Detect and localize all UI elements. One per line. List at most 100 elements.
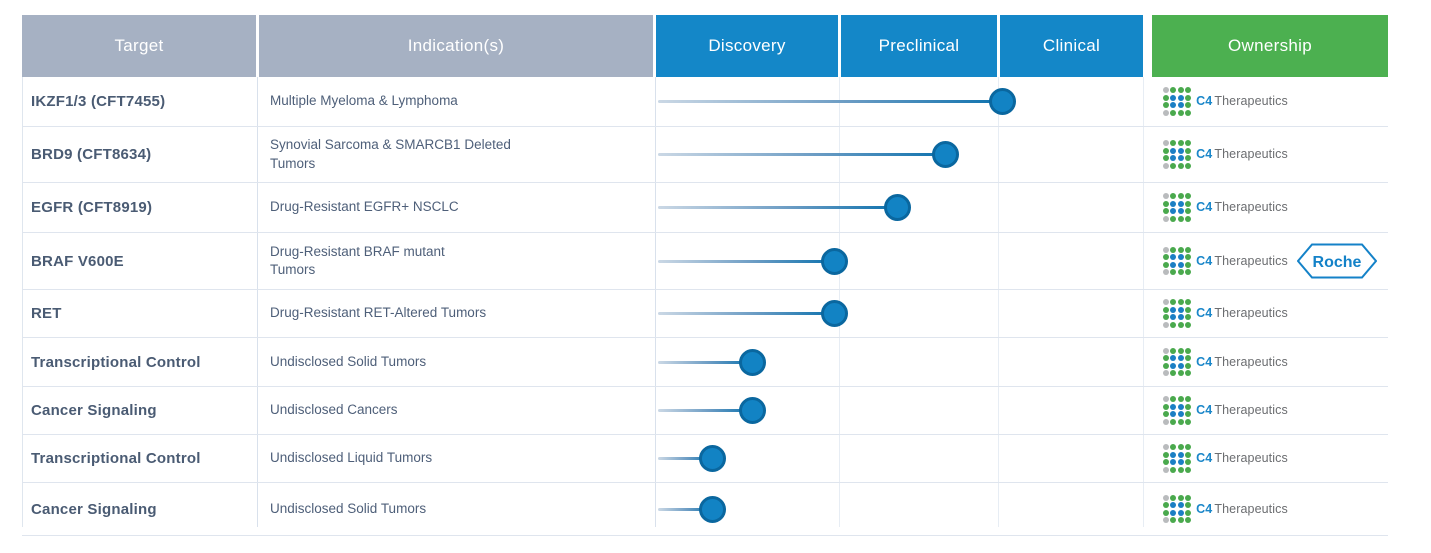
stage-progress-bar	[658, 312, 835, 315]
column-header-discovery: Discovery	[656, 15, 838, 77]
c4-therapeutics-logo: C4 Therapeutics	[1163, 246, 1288, 276]
target-cell: Transcriptional Control	[31, 450, 201, 467]
table-row: IKZF1/3 (CFT7455) Multiple Myeloma & Lymp…	[22, 77, 1388, 127]
stage-marker-dot	[820, 300, 848, 327]
ownership-cell: C4 Therapeutics	[1163, 183, 1382, 232]
indication-cell: Synovial Sarcoma & SMARCB1 Deleted Tumor…	[270, 137, 511, 171]
indication-cell: Multiple Myeloma & Lymphoma	[270, 93, 458, 109]
table-row: Transcriptional Control Undisclosed Solid…	[22, 338, 1388, 387]
column-header-preclinical-label: Preclinical	[878, 36, 960, 55]
stage-marker-dot	[820, 247, 848, 275]
c4-therapeutics-wordmark: C4 Therapeutics	[1196, 147, 1288, 162]
stage-progress-bar	[658, 100, 1003, 103]
roche-logo: Roche	[1296, 243, 1377, 279]
target-cell: EGFR (CFT8919)	[31, 199, 153, 216]
stage-progress-bar	[658, 153, 946, 156]
indication-cell: Undisclosed Liquid Tumors	[270, 450, 433, 466]
c4-therapeutics-wordmark: C4 Therapeutics	[1196, 403, 1288, 418]
target-cell: Cancer Signaling	[31, 402, 157, 419]
divider-indication-discovery	[655, 77, 656, 527]
c4-therapeutics-logo: C4 Therapeutics	[1163, 140, 1288, 169]
stage-progress-bar	[658, 507, 713, 511]
ownership-cell: C4 Therapeutics	[1163, 77, 1382, 126]
c4-logo-dots-icon	[1163, 87, 1192, 116]
divider-preclinical-clinical	[998, 77, 999, 527]
table-row: BRD9 (CFT8634) Synovial Sarcoma & SMARCB1…	[22, 127, 1388, 183]
c4-therapeutics-wordmark: C4 Therapeutics	[1196, 200, 1288, 215]
stage-progress-bar	[658, 360, 753, 364]
c4-therapeutics-wordmark: C4 Therapeutics	[1196, 451, 1288, 466]
stage-marker-dot	[698, 445, 726, 472]
table-left-border	[22, 77, 23, 527]
stage-marker-dot	[883, 194, 911, 221]
table-row: RET Drug-Resistant RET-Altered Tumors C4 Th…	[22, 290, 1388, 338]
column-header-clinical-label: Clinical	[1042, 36, 1101, 55]
c4-therapeutics-wordmark: C4 Therapeutics	[1196, 354, 1288, 369]
c4-therapeutics-wordmark: C4 Therapeutics	[1196, 253, 1288, 268]
c4-logo-dots-icon	[1163, 246, 1192, 276]
indication-cell: Drug-Resistant BRAF mutant Tumors	[270, 243, 445, 277]
c4-therapeutics-logo: C4 Therapeutics	[1163, 444, 1288, 473]
c4-therapeutics-logo: C4 Therapeutics	[1163, 396, 1288, 425]
column-header-ownership-label: Ownership	[1228, 36, 1312, 55]
c4-therapeutics-logo: C4 Therapeutics	[1163, 87, 1288, 116]
c4-logo-dots-icon	[1163, 193, 1192, 222]
c4-therapeutics-logo: C4 Therapeutics	[1163, 193, 1288, 222]
table-row: Cancer Signaling Undisclosed Solid Tumors…	[22, 483, 1388, 536]
indication-cell: Undisclosed Solid Tumors	[270, 353, 427, 369]
ownership-cell: C4 Therapeutics	[1163, 387, 1382, 434]
divider-target-indication	[257, 77, 258, 527]
target-cell: IKZF1/3 (CFT7455)	[31, 93, 166, 110]
target-cell: BRD9 (CFT8634)	[31, 146, 152, 163]
ownership-cell: C4 Therapeutics	[1163, 127, 1382, 182]
c4-logo-dots-icon	[1163, 347, 1192, 377]
c4-logo-dots-icon	[1163, 299, 1192, 328]
svg-text:Roche: Roche	[1312, 254, 1361, 271]
indication-cell: Undisclosed Cancers	[270, 402, 398, 418]
c4-therapeutics-logo: C4 Therapeutics	[1163, 494, 1288, 524]
stage-marker-dot	[738, 348, 766, 376]
column-header-indication-label: Indication(s)	[407, 36, 505, 55]
c4-therapeutics-wordmark: C4 Therapeutics	[1196, 306, 1288, 321]
ownership-cell: C4 Therapeutics	[1163, 483, 1382, 535]
stage-progress-bar	[658, 457, 713, 460]
stage-marker-dot	[738, 397, 766, 424]
column-header-ownership: Ownership	[1152, 15, 1388, 77]
c4-logo-dots-icon	[1163, 444, 1192, 473]
target-cell: RET	[31, 305, 62, 322]
stage-marker-dot	[698, 495, 726, 523]
column-header-target: Target	[22, 15, 256, 77]
stage-progress-bar	[658, 409, 753, 412]
indication-cell: Undisclosed Solid Tumors	[270, 500, 427, 516]
indication-cell: Drug-Resistant RET-Altered Tumors	[270, 305, 487, 321]
indication-cell: Drug-Resistant EGFR+ NSCLC	[270, 199, 459, 215]
stage-progress-bar	[658, 206, 898, 209]
table-body: IKZF1/3 (CFT7455) Multiple Myeloma & Lymp…	[22, 77, 1388, 536]
table-row: Transcriptional Control Undisclosed Liqui…	[22, 435, 1388, 483]
target-cell: Cancer Signaling	[31, 500, 157, 518]
c4-logo-dots-icon	[1163, 396, 1192, 425]
c4-therapeutics-wordmark: C4 Therapeutics	[1196, 94, 1288, 109]
table-row: BRAF V600E Drug-Resistant BRAF mutant Tum…	[22, 233, 1388, 290]
table-row: Cancer Signaling Undisclosed Cancers C4 The…	[22, 387, 1388, 435]
table-row: EGFR (CFT8919) Drug-Resistant EGFR+ NSCLC…	[22, 183, 1388, 233]
column-header-discovery-label: Discovery	[708, 36, 786, 55]
ownership-cell: C4 Therapeutics Roche	[1163, 233, 1382, 289]
c4-therapeutics-wordmark: C4 Therapeutics	[1196, 501, 1288, 516]
column-header-preclinical: Preclinical	[841, 15, 997, 77]
c4-logo-dots-icon	[1163, 494, 1192, 524]
target-cell: BRAF V600E	[31, 252, 124, 270]
c4-therapeutics-logo: C4 Therapeutics	[1163, 299, 1288, 328]
ownership-cell: C4 Therapeutics	[1163, 290, 1382, 337]
pipeline-table: Target Indication(s) Discovery Preclinic…	[22, 15, 1388, 536]
ownership-cell: C4 Therapeutics	[1163, 338, 1382, 386]
column-header-clinical: Clinical	[1000, 15, 1143, 77]
column-header-target-label: Target	[114, 36, 164, 55]
column-header-indication: Indication(s)	[259, 15, 653, 77]
ownership-cell: C4 Therapeutics	[1163, 435, 1382, 482]
c4-logo-dots-icon	[1163, 140, 1192, 169]
target-cell: Transcriptional Control	[31, 353, 201, 371]
stage-marker-dot	[989, 88, 1017, 115]
stage-marker-dot	[932, 141, 960, 168]
